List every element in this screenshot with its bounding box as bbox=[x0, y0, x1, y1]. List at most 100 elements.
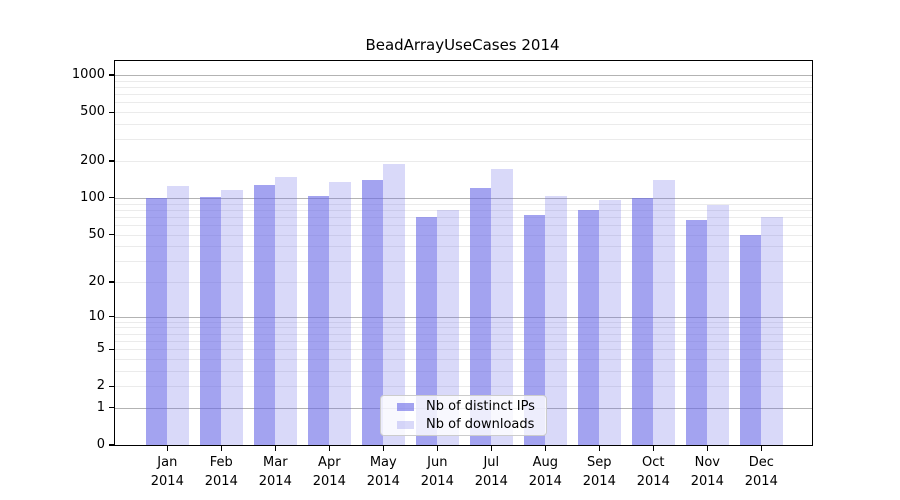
bar-distinct-ips-jun bbox=[415, 216, 438, 445]
bar-downloads-may bbox=[383, 163, 405, 445]
bar-downloads-apr bbox=[329, 182, 351, 445]
y-axis-label-5: 5 bbox=[96, 341, 105, 357]
x-axis-label-may: May 2014 bbox=[353, 453, 413, 491]
y-axis-tick-100 bbox=[109, 197, 115, 199]
y-axis-label-100: 100 bbox=[80, 189, 105, 205]
bar-downloads-oct bbox=[653, 180, 675, 445]
bar-downloads-feb bbox=[221, 190, 243, 445]
x-axis-label-dec: Dec 2014 bbox=[731, 453, 791, 491]
bar-downloads-nov bbox=[707, 204, 729, 445]
x-axis-label-month: Aug bbox=[532, 455, 558, 470]
bar-distinct-ips-feb bbox=[199, 197, 222, 445]
legend-swatch-downloads bbox=[397, 420, 414, 429]
y-axis-label-10: 10 bbox=[88, 308, 105, 324]
bar-downloads-aug bbox=[545, 195, 567, 445]
x-axis-label-oct: Oct 2014 bbox=[623, 453, 683, 491]
x-axis-label-mar: Mar 2014 bbox=[245, 453, 305, 491]
y-axis-label-1000: 1000 bbox=[71, 67, 105, 82]
x-axis-tick-nov bbox=[706, 445, 708, 452]
x-axis-tick-sep bbox=[598, 445, 600, 452]
legend: Nb of distinct IPs Nb of downloads bbox=[380, 395, 547, 436]
minor-gridline-y900 bbox=[115, 80, 812, 82]
bar-distinct-ips-jul bbox=[469, 188, 492, 445]
minor-gridline-y7 bbox=[115, 333, 812, 335]
minor-gridline-y90 bbox=[115, 203, 812, 205]
x-axis-label-year: 2014 bbox=[366, 474, 400, 489]
x-axis-label-year: 2014 bbox=[582, 474, 616, 489]
x-axis-label-month: Jun bbox=[427, 455, 448, 470]
y-axis-label-20: 20 bbox=[88, 274, 105, 289]
minor-gridline-y80 bbox=[115, 209, 812, 211]
y-axis-tick-5 bbox=[109, 348, 115, 350]
minor-gridline-y500 bbox=[115, 112, 812, 114]
minor-gridline-y60 bbox=[115, 224, 812, 226]
x-axis-label-month: Apr bbox=[318, 455, 341, 470]
y-axis-label-200: 200 bbox=[80, 153, 105, 168]
minor-gridline-y400 bbox=[115, 124, 812, 125]
x-axis-tick-feb bbox=[220, 445, 222, 452]
x-axis-label-month: Nov bbox=[694, 455, 720, 470]
y-axis-label-50: 50 bbox=[88, 226, 105, 242]
x-axis-label-year: 2014 bbox=[744, 474, 778, 489]
x-axis-label-apr: Apr 2014 bbox=[299, 453, 359, 491]
y-axis-tick-500 bbox=[109, 111, 115, 113]
bar-distinct-ips-jan bbox=[145, 197, 168, 445]
x-axis-label-year: 2014 bbox=[474, 474, 508, 489]
bar-distinct-ips-dec bbox=[739, 234, 762, 445]
legend-item-distinct-ips: Nb of distinct IPs bbox=[381, 400, 546, 413]
minor-gridline-y40 bbox=[115, 246, 812, 248]
bar-downloads-jun bbox=[437, 209, 459, 445]
x-axis-label-month: May bbox=[369, 455, 397, 470]
bar-distinct-ips-aug bbox=[523, 214, 546, 445]
minor-gridline-y50 bbox=[115, 234, 812, 236]
minor-gridline-y9 bbox=[115, 321, 812, 323]
x-axis-label-month: Dec bbox=[748, 455, 774, 470]
x-axis-label-jul: Jul 2014 bbox=[461, 453, 521, 491]
legend-label-distinct-ips: Nb of distinct IPs bbox=[426, 399, 535, 414]
x-axis-tick-dec bbox=[760, 445, 762, 452]
x-axis-label-month: Sep bbox=[587, 455, 612, 470]
minor-gridline-y2 bbox=[115, 386, 812, 388]
bar-distinct-ips-sep bbox=[577, 209, 600, 445]
x-axis-tick-aug bbox=[544, 445, 546, 452]
minor-gridline-y300 bbox=[115, 139, 812, 141]
y-axis-tick-20 bbox=[109, 281, 115, 283]
minor-gridline-y200 bbox=[115, 161, 812, 162]
chart-title: BeadArrayUseCases 2014 bbox=[365, 36, 560, 54]
minor-gridline-y5 bbox=[115, 349, 812, 351]
bar-downloads-sep bbox=[599, 199, 621, 445]
minor-gridline-y700 bbox=[115, 94, 812, 96]
y-axis-tick-50 bbox=[109, 233, 115, 236]
legend-swatch-distinct-ips bbox=[397, 402, 414, 411]
minor-gridline-y20 bbox=[115, 282, 812, 283]
x-axis-tick-jul bbox=[490, 445, 492, 452]
y-axis-tick-1000 bbox=[109, 74, 115, 76]
minor-gridline-y3 bbox=[115, 370, 812, 372]
x-axis-tick-may bbox=[382, 445, 384, 452]
minor-gridline-y800 bbox=[115, 87, 812, 88]
x-axis-label-nov: Nov 2014 bbox=[677, 453, 737, 491]
bar-distinct-ips-oct bbox=[631, 197, 654, 445]
y-axis-tick-200 bbox=[109, 160, 115, 162]
x-axis-label-year: 2014 bbox=[258, 474, 292, 489]
y-axis-label-1: 1 bbox=[96, 399, 105, 415]
minor-gridline-y8 bbox=[115, 327, 812, 329]
x-axis-label-month: Jan bbox=[157, 455, 178, 470]
major-gridline-y1000 bbox=[115, 75, 812, 76]
y-axis-tick-1 bbox=[109, 407, 115, 409]
x-axis-label-year: 2014 bbox=[312, 474, 346, 489]
y-axis-label-0: 0 bbox=[96, 437, 105, 452]
bar-downloads-dec bbox=[761, 216, 783, 445]
plot-area: Nb of distinct IPs Nb of downloads 0 1 2 5 1… bbox=[72, 60, 813, 489]
x-axis-label-month: Jul bbox=[483, 455, 500, 470]
x-axis-tick-jan bbox=[166, 445, 168, 452]
minor-gridline-y4 bbox=[115, 358, 812, 360]
x-axis-label-sep: Sep 2014 bbox=[569, 453, 629, 491]
minor-gridline-y6 bbox=[115, 340, 812, 342]
x-axis-tick-oct bbox=[652, 445, 654, 452]
bar-distinct-ips-mar bbox=[253, 185, 276, 445]
x-axis-label-aug: Aug 2014 bbox=[515, 453, 575, 491]
bar-downloads-jul bbox=[491, 169, 513, 445]
x-axis-label-year: 2014 bbox=[204, 474, 238, 489]
